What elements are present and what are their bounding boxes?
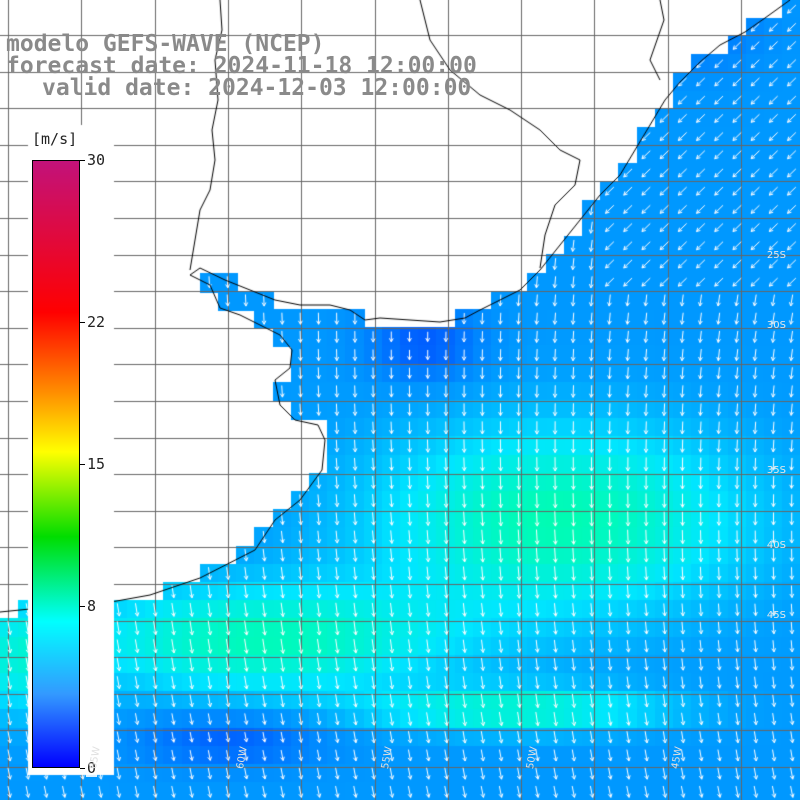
latitude-label: 45S: [766, 610, 786, 621]
colorbar-tick-mark: [80, 322, 85, 324]
colorbar-tick-label: 30: [86, 151, 107, 169]
colorbar-tick-label: 22: [86, 313, 107, 332]
colorbar-tick-mark: [80, 160, 85, 161]
colorbar-unit-label: [m/s]: [30, 130, 80, 148]
colorbar-tick-label: 0: [86, 759, 98, 777]
valid-date: valid date: 2024-12-03 12:00:00: [42, 75, 472, 101]
forecast-date: forecast date: 2024-11-18 12:00:00: [6, 53, 477, 79]
latitude-label: 30S: [766, 320, 786, 331]
colorbar: [32, 160, 80, 768]
latitude-label: 25S: [766, 250, 786, 261]
latitude-label: 35S: [766, 465, 786, 476]
colorbar-tick-mark: [80, 768, 85, 769]
colorbar-tick-label: 8: [86, 596, 98, 615]
colorbar-tick-label: 15: [86, 455, 107, 473]
colorbar-tick-mark: [80, 464, 85, 465]
colorbar-tick-mark: [80, 605, 85, 607]
latitude-label: 40S: [766, 540, 786, 551]
model-title: modelo GEFS-WAVE (NCEP): [6, 31, 325, 57]
